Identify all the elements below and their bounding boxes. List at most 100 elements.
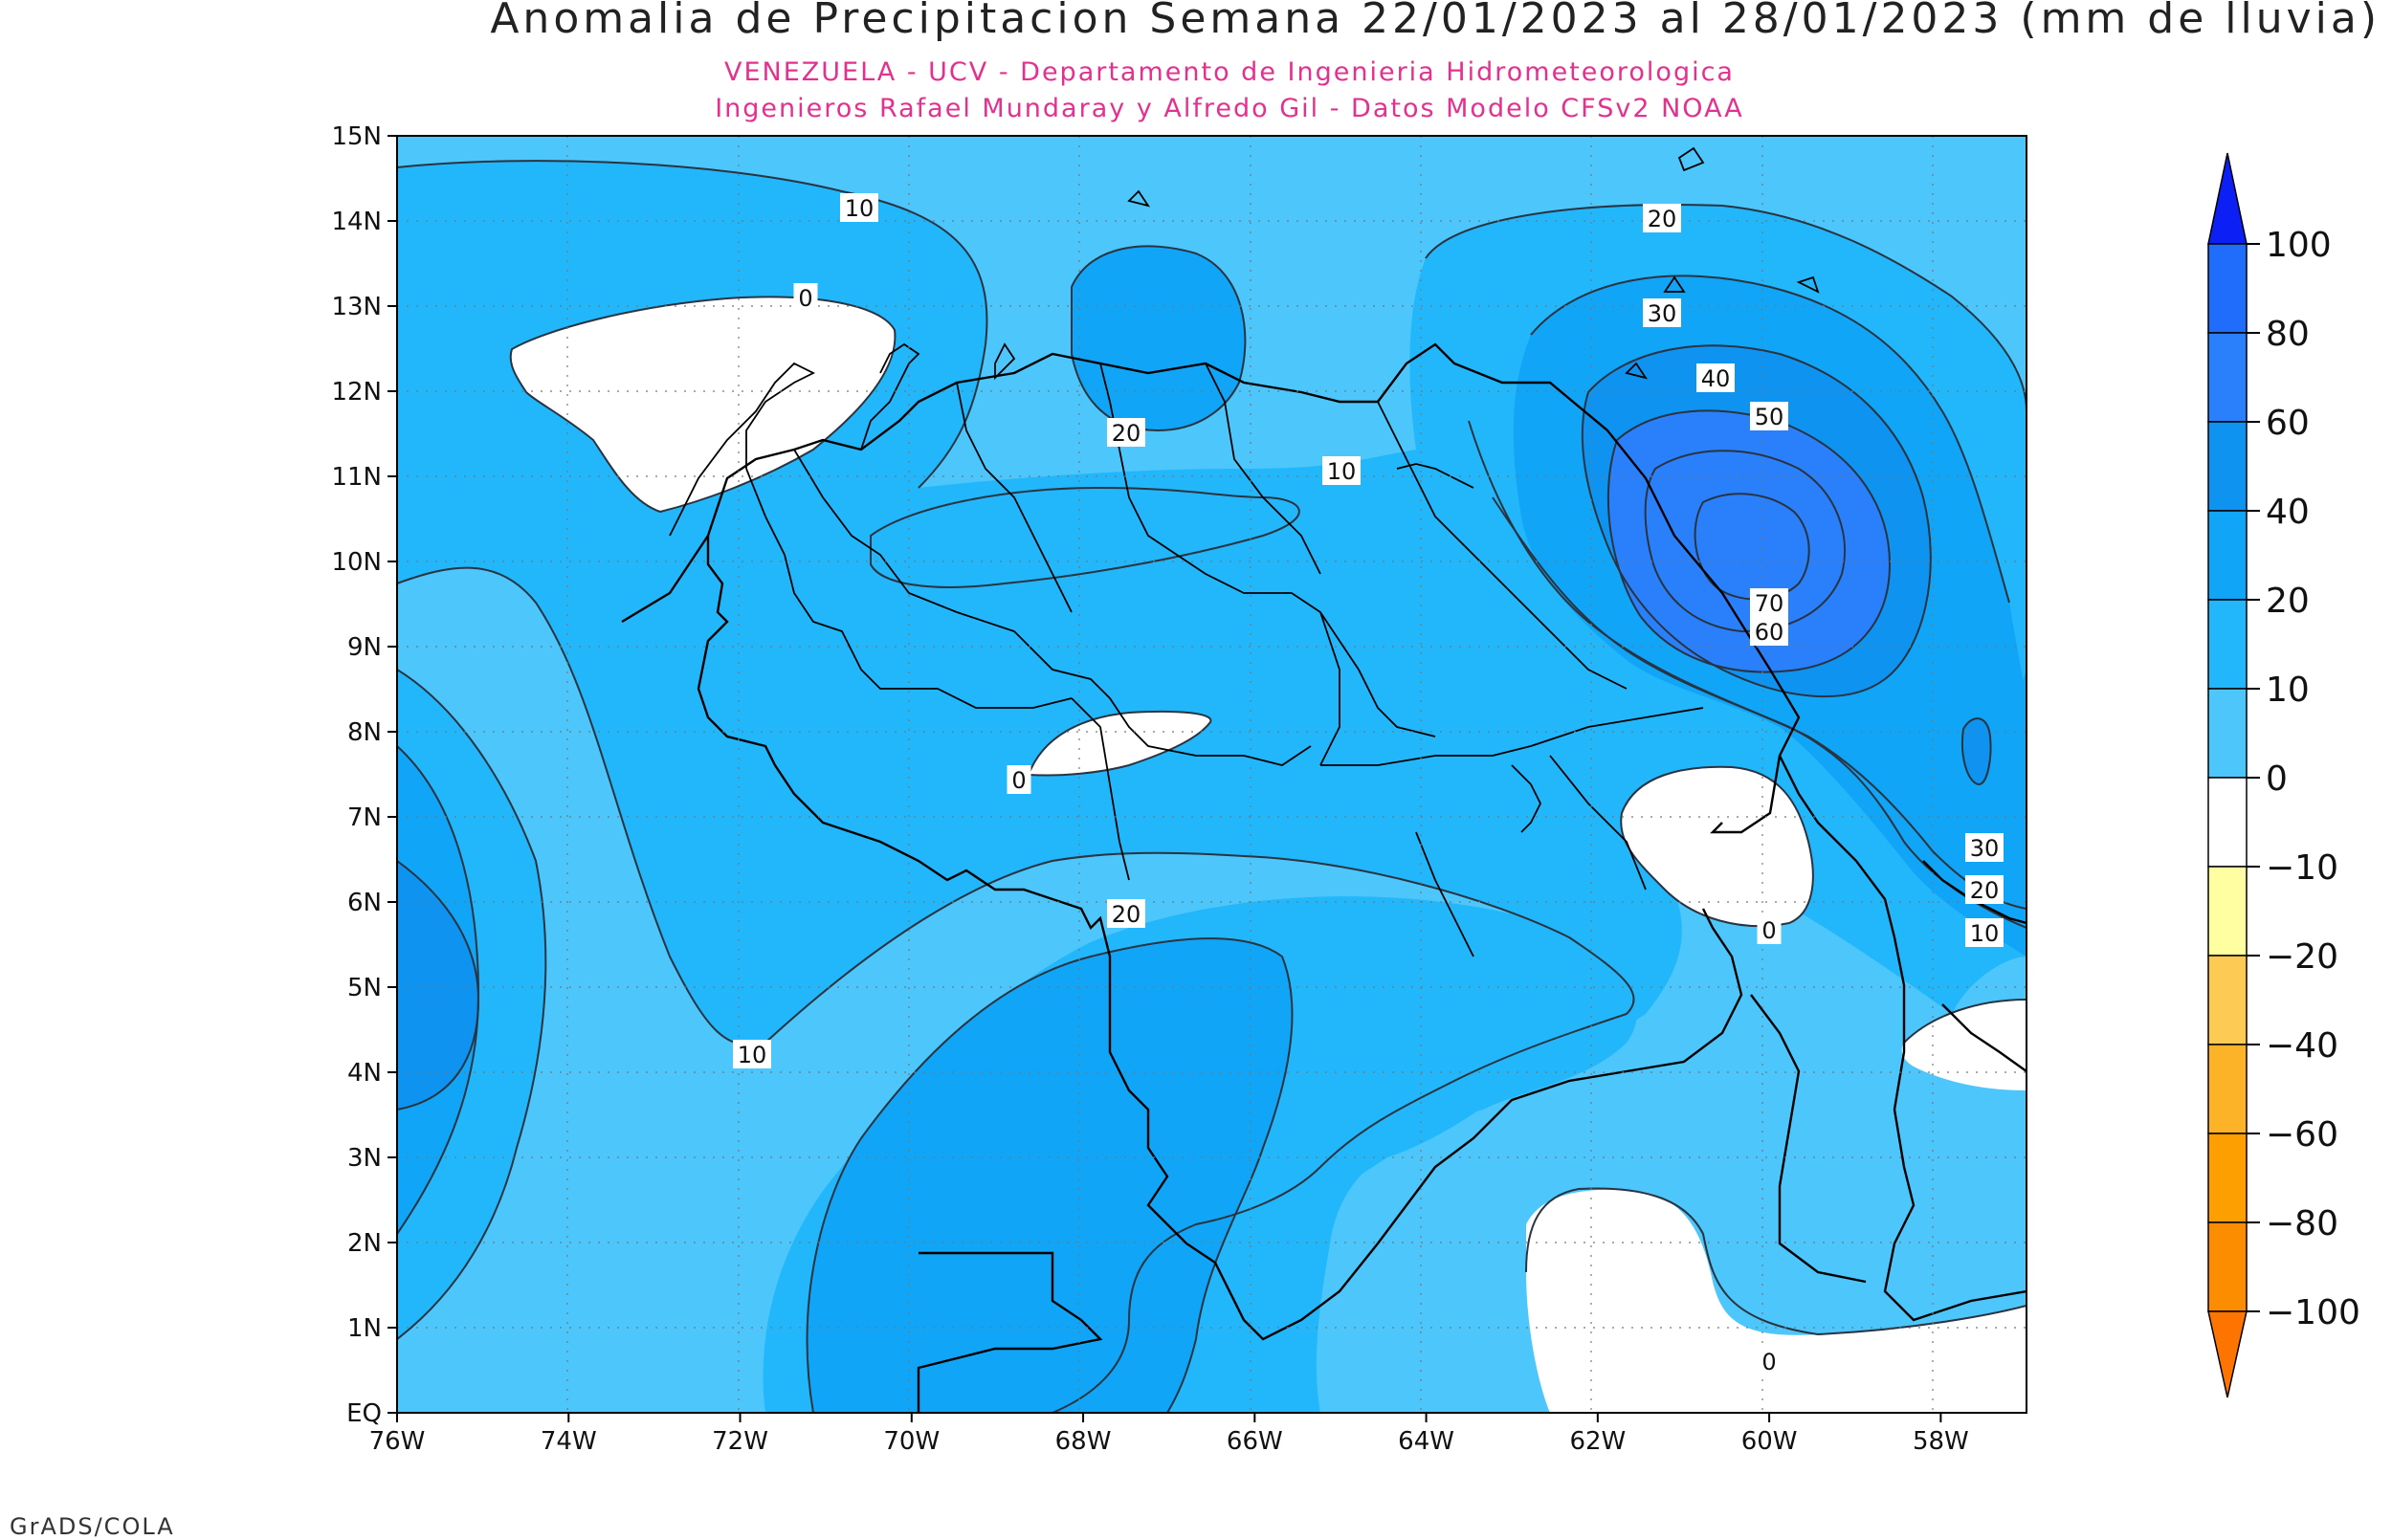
colorbar-label: 0 — [2266, 759, 2288, 799]
lon-tick-label: 58W — [1913, 1427, 1969, 1456]
colorbar-label: −100 — [2266, 1293, 2360, 1332]
colorbar-label: 80 — [2266, 315, 2310, 354]
lon-tick-label: 76W — [369, 1427, 426, 1456]
colorbar-segment — [2207, 777, 2248, 868]
contour-label: 0 — [1007, 765, 1031, 794]
svg-text:20: 20 — [1648, 206, 1677, 232]
svg-text:70: 70 — [1755, 590, 1784, 617]
lat-tick-label: 3N — [347, 1144, 382, 1173]
fill-20-30-north-bubble-b — [1072, 246, 1246, 430]
lat-tick-label: 12N — [331, 378, 382, 407]
colorbar-segment — [2207, 1221, 2248, 1312]
fill-20-30-east-edge — [2005, 670, 2027, 928]
contour-label: 10 — [1322, 456, 1361, 485]
colorbar-label: −20 — [2266, 937, 2338, 977]
fill-negative-east — [1621, 766, 1813, 927]
svg-text:20: 20 — [1970, 877, 2000, 904]
fill-30-40-east-blob — [1961, 718, 1991, 784]
colorbar-segment — [2207, 1044, 2248, 1134]
fill-negative-south — [1526, 1189, 2027, 1413]
lat-tick-label: 1N — [347, 1314, 382, 1343]
colorbar-top-arrow — [2207, 152, 2248, 245]
svg-text:30: 30 — [1648, 300, 1677, 327]
lat-tick-label: 6N — [347, 889, 382, 917]
colorbar-label: −60 — [2266, 1115, 2338, 1155]
lat-tick-label: 15N — [331, 122, 382, 151]
svg-text:0: 0 — [1761, 1349, 1776, 1375]
lon-tick-label: 68W — [1055, 1427, 1112, 1456]
svg-text:40: 40 — [1701, 365, 1731, 392]
lat-tick-label: EQ — [346, 1399, 382, 1428]
fill-30-40-west-core — [397, 861, 478, 1110]
lat-tick-label: 7N — [347, 803, 382, 832]
colorbar-segment — [2207, 1133, 2248, 1223]
contour-label: 30 — [1965, 833, 2004, 862]
lon-tick-label: 72W — [712, 1427, 768, 1456]
svg-text:20: 20 — [1112, 901, 1141, 928]
contour-label: 0 — [1757, 915, 1782, 944]
colorbar-label: 100 — [2266, 226, 2332, 265]
contour-label: 10 — [840, 193, 878, 222]
svg-text:20: 20 — [1112, 420, 1141, 447]
contour-label: 0 — [793, 283, 818, 312]
colorbar-segment — [2207, 332, 2248, 423]
lon-tick-label: 62W — [1569, 1427, 1626, 1456]
lon-tick-label: 66W — [1227, 1427, 1283, 1456]
contour-label: 20 — [1643, 204, 1681, 232]
lon-tick-label: 60W — [1741, 1427, 1798, 1456]
colorbar-segment — [2207, 866, 2248, 957]
lat-tick-label: 2N — [347, 1229, 382, 1258]
contour-lines — [397, 160, 2027, 1413]
contour-label: 0 — [1757, 1347, 1782, 1375]
state-borders — [745, 363, 1704, 957]
svg-text:10: 10 — [1970, 920, 2000, 947]
svg-text:10: 10 — [738, 1042, 767, 1068]
svg-text:0: 0 — [798, 285, 812, 312]
svg-text:10: 10 — [845, 195, 875, 222]
colorbar-label: −40 — [2266, 1026, 2338, 1066]
contour-label: 70 — [1750, 588, 1788, 617]
colorbar-segment — [2207, 688, 2248, 779]
lat-tick-label: 8N — [347, 718, 382, 747]
contour-label: 10 — [733, 1040, 771, 1068]
lat-tick-label: 11N — [331, 463, 382, 492]
lon-tick-label: 74W — [541, 1427, 597, 1456]
svg-text:10: 10 — [1327, 458, 1357, 485]
fill-10-20-north-bubble-a — [871, 488, 1299, 587]
colorbar-label: 10 — [2266, 671, 2310, 710]
contour-label: 50 — [1750, 402, 1788, 430]
contour-label: 20 — [1965, 875, 2004, 904]
lat-tick-label: 4N — [347, 1059, 382, 1088]
colorbar-label: 40 — [2266, 493, 2310, 532]
contour-label: 20 — [1107, 418, 1145, 447]
svg-text:0: 0 — [1011, 767, 1026, 794]
colorbar-segment — [2207, 510, 2248, 601]
lat-tick-label: 14N — [331, 208, 382, 236]
colorbar-label: 60 — [2266, 404, 2310, 443]
colorbar-label: −10 — [2266, 848, 2338, 888]
colorbar-segment — [2207, 955, 2248, 1045]
lat-tick-label: 10N — [331, 548, 382, 577]
grid-lines — [397, 136, 2027, 1413]
colorbar-segment — [2207, 599, 2248, 690]
plot-frame — [396, 135, 2027, 1414]
lat-tick-label: 5N — [347, 974, 382, 1002]
svg-text:30: 30 — [1970, 835, 2000, 862]
contour-label: 60 — [1750, 617, 1788, 646]
colorbar-segment — [2207, 421, 2248, 512]
coastline-islands — [669, 146, 1820, 833]
colorbar-label: −80 — [2266, 1204, 2338, 1243]
subtitle-authors: Ingenieros Rafael Mundaray y Alfredo Gil… — [715, 94, 1744, 123]
svg-text:50: 50 — [1755, 404, 1784, 430]
svg-text:60: 60 — [1755, 619, 1784, 646]
svg-text:0: 0 — [1761, 917, 1776, 944]
subtitle-institution: VENEZUELA - UCV - Departamento de Ingeni… — [724, 57, 1735, 87]
colorbar-segment — [2207, 243, 2248, 334]
fill-negative-nw — [510, 297, 896, 512]
colorbar-bottom-arrow — [2207, 1310, 2248, 1398]
lat-tick-label: 9N — [347, 633, 382, 662]
fill-0-10-southwest-corner — [397, 1335, 679, 1413]
